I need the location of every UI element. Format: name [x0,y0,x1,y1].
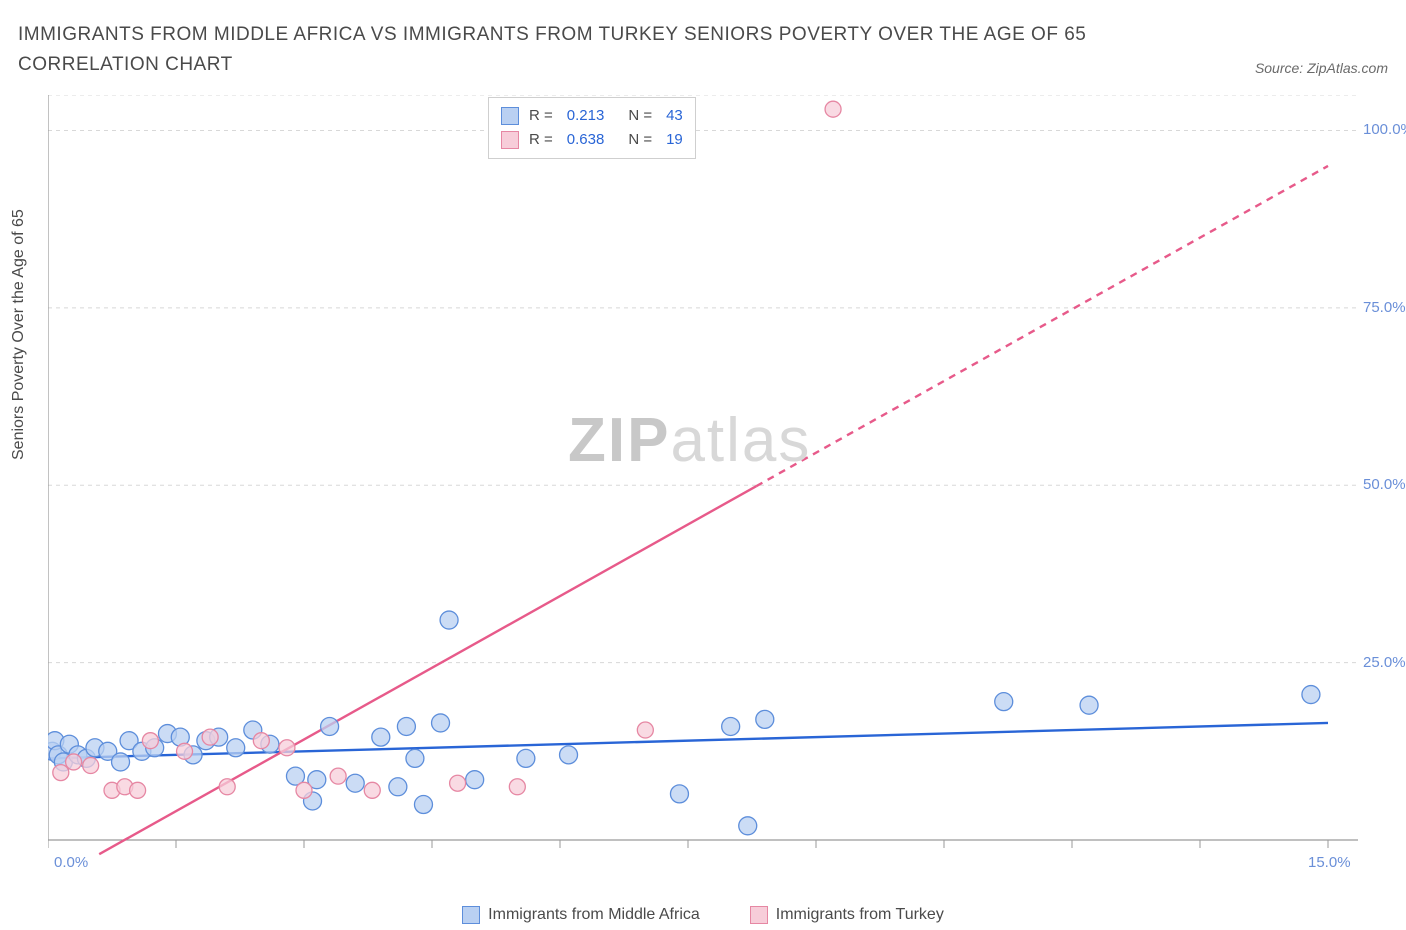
series-name: Immigrants from Turkey [776,906,944,924]
series-name: Immigrants from Middle Africa [488,906,700,924]
legend-swatch [501,131,519,149]
series-legend-item: Immigrants from Turkey [750,906,944,924]
n-label: N = [628,104,652,128]
correlation-legend: R = 0.213 N = 43 R = 0.638 N = 19 [488,97,696,159]
x-tick-label: 0.0% [54,854,88,871]
r-label: R = [529,104,553,128]
series-legend: Immigrants from Middle Africa Immigrants … [0,906,1406,924]
y-tick-label: 50.0% [1363,476,1406,493]
legend-row: R = 0.213 N = 43 [501,104,683,128]
header: IMMIGRANTS FROM MIDDLE AFRICA VS IMMIGRA… [18,20,1388,81]
y-axis-label: Seniors Poverty Over the Age of 65 [10,209,28,460]
n-value: 19 [666,128,683,152]
chart-svg [48,95,1368,870]
legend-swatch [501,107,519,125]
r-value: 0.638 [567,128,605,152]
series-legend-item: Immigrants from Middle Africa [462,906,700,924]
y-tick-label: 25.0% [1363,654,1406,671]
source-attribution: Source: ZipAtlas.com [1255,60,1388,76]
legend-row: R = 0.638 N = 19 [501,128,683,152]
r-value: 0.213 [567,104,605,128]
n-label: N = [628,128,652,152]
r-label: R = [529,128,553,152]
n-value: 43 [666,104,683,128]
scatter-chart: ZIPatlas R =0.213N =43R =0.638N =19 25.0… [48,95,1368,870]
legend-swatch [462,906,480,924]
y-tick-label: 100.0% [1363,121,1406,138]
legend-swatch [750,906,768,924]
y-tick-label: 75.0% [1363,299,1406,316]
chart-title: IMMIGRANTS FROM MIDDLE AFRICA VS IMMIGRA… [18,20,1118,81]
x-tick-label: 15.0% [1308,854,1351,871]
